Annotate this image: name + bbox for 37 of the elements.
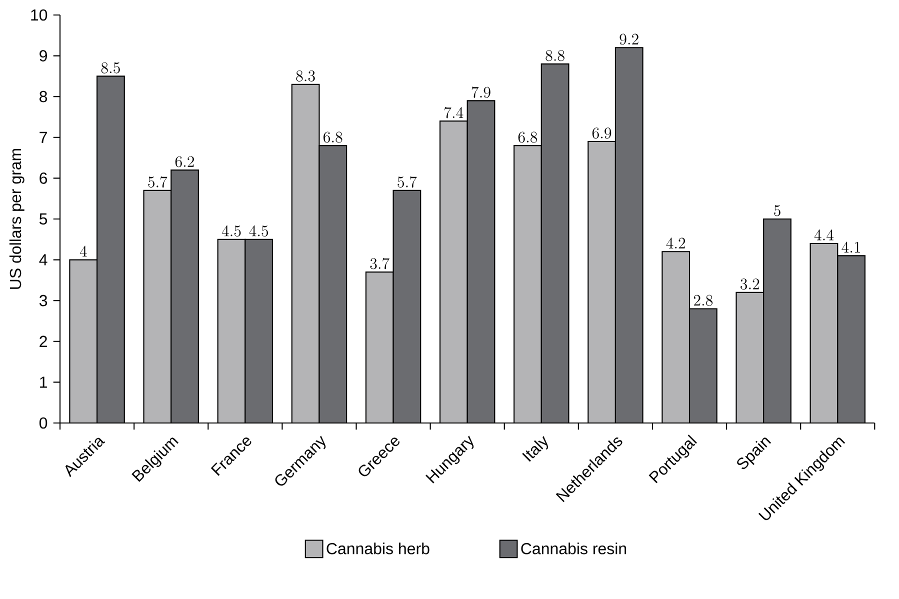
data-label: 5 xyxy=(774,205,780,216)
data-label: 3.7 xyxy=(370,258,390,270)
data-label: 4.2 xyxy=(666,238,686,248)
y-tick-label: 3 xyxy=(39,294,48,306)
x-tick-label: Italy xyxy=(522,436,548,462)
data-label: 6.8 xyxy=(324,132,342,143)
data-label: 5.7 xyxy=(148,176,168,188)
data-label: 4 xyxy=(80,246,87,257)
data-label: 4. 1 xyxy=(842,242,860,253)
data-label: 6.2 xyxy=(175,156,194,168)
y-tick-label: 6 xyxy=(40,172,48,184)
data-label: 2.8 xyxy=(694,294,713,306)
data-label: 7.9 xyxy=(472,86,490,98)
y-tick-label: 4 xyxy=(39,254,48,266)
data-label: 3.2 xyxy=(740,278,760,290)
legend-label: Cannabis herb xyxy=(326,542,430,554)
y-tick-label: 10 xyxy=(31,9,48,21)
data-label: 5.7 xyxy=(398,176,417,188)
data-label: 7.4 xyxy=(444,107,464,118)
data-label: 6.8 xyxy=(518,132,538,143)
data-label: 8.3 xyxy=(296,70,315,82)
data-label: 4.5 xyxy=(222,225,241,237)
legend-label: Cannabis resin xyxy=(521,542,626,554)
data-label: 8.8 xyxy=(546,50,564,62)
data-label: 4.4 xyxy=(814,229,834,240)
y-tick-label: 7 xyxy=(40,132,47,143)
y-tick-label: 9 xyxy=(40,50,47,62)
data-label: 8.5 xyxy=(101,62,120,74)
y-tick-label: 0 xyxy=(39,417,48,429)
data-label: 6.9 xyxy=(592,128,612,139)
y-axis-title: US dollars per gram xyxy=(9,148,24,289)
data-label: 9.2 xyxy=(620,34,638,45)
y-tick-label: 2 xyxy=(40,336,47,347)
data-label: 4.5 xyxy=(249,225,268,237)
y-tick-label: 8 xyxy=(40,90,48,102)
y-tick-label: 1 xyxy=(40,376,47,388)
y-tick-label: 5 xyxy=(39,213,48,225)
